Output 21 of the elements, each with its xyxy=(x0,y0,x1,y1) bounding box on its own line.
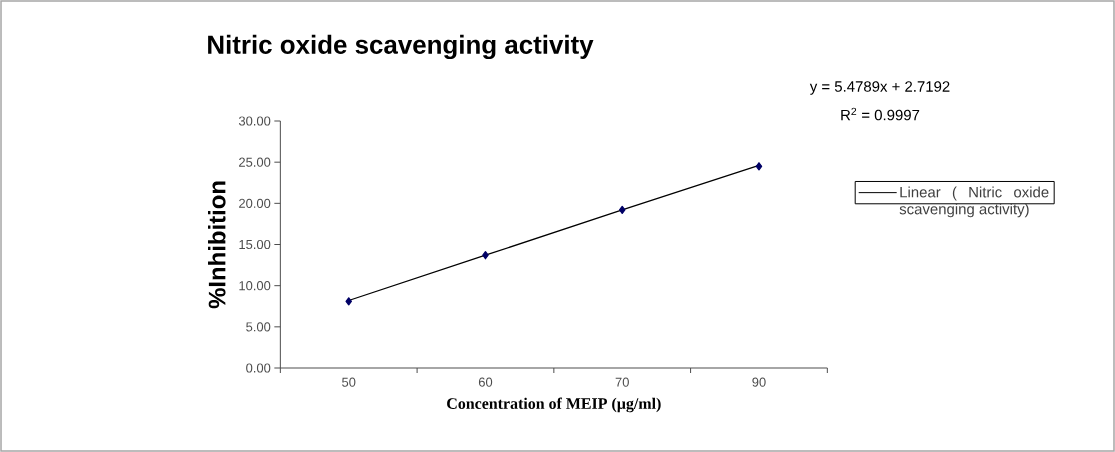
chart-title: Nitric oxide scavenging activity xyxy=(208,34,594,60)
y-axis-title: %Inhibition xyxy=(208,181,226,309)
text: R$^{2}$ = 0.9997 xyxy=(841,107,920,121)
y-tick-label: 10.00 xyxy=(239,281,271,291)
point xyxy=(482,251,489,260)
point xyxy=(345,297,352,306)
x-axis-title: Concentration of MEIP (µg/ml) xyxy=(447,397,661,413)
x-tick-label: 90 xyxy=(752,377,766,387)
x-tick-label: 60 xyxy=(478,377,493,387)
y-tick-label: 20.00 xyxy=(239,198,271,208)
y-tick-label: 30.00 xyxy=(238,116,271,126)
x-tick-label: 70 xyxy=(615,377,629,387)
text: y = 5.4789x + 2.7192 xyxy=(809,81,950,95)
y-tick-label: 0.00 xyxy=(246,363,271,373)
point xyxy=(618,205,626,215)
y-tick-label: 25.00 xyxy=(239,157,271,167)
point xyxy=(755,162,763,171)
x-tick-label: 50 xyxy=(342,377,356,387)
y-tick-label: 15.00 xyxy=(239,239,271,250)
y-tick-label: 5.00 xyxy=(246,322,271,332)
legend-label: Linear ( Nitric oxide scavenging activity) xyxy=(899,186,1049,218)
